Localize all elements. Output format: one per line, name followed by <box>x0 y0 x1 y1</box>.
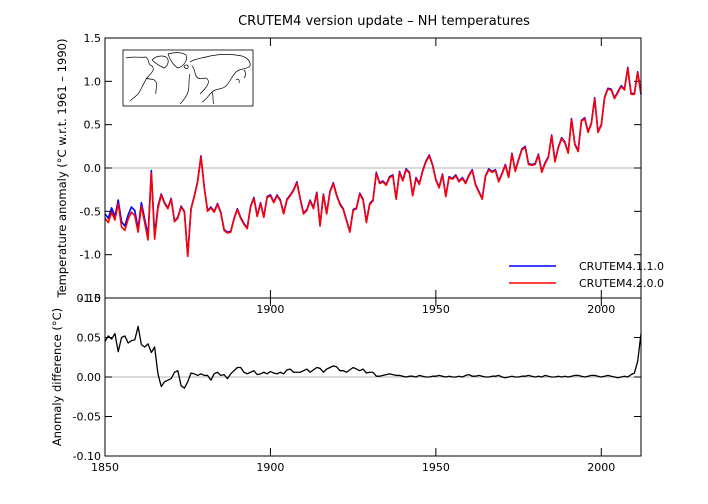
top-y-tick-label: 0.5 <box>84 119 102 132</box>
bottom-panel: 0.100.050.00-0.05-0.10 1850 1900 1950 2000 … <box>50 292 642 474</box>
top-series-group <box>104 66 642 258</box>
bottom-x-tick-label: 1950 <box>422 461 450 474</box>
top-y-tick-label: 1.5 <box>84 32 102 45</box>
top-x-tick-label: 1900 <box>256 303 284 316</box>
legend-label-crutem-4-1-1-0: CRUTEM4.1.1.0 <box>579 260 664 273</box>
map-coastline-greenland <box>167 52 187 69</box>
top-y-tick-label: -0.5 <box>80 205 101 218</box>
bottom-y-tick-label: -0.10 <box>73 450 101 463</box>
bottom-y-ticks: 0.10 0.05 0.00 -0.05 -0.10 <box>73 292 641 463</box>
map-frame <box>122 49 254 107</box>
bottom-y-tick-label: 0.00 <box>77 371 102 384</box>
top-x-tick-label: 1950 <box>422 303 450 316</box>
bottom-series-group <box>104 325 642 389</box>
legend-label-crutem-4-2-0-0: CRUTEM4.2.0.0 <box>579 277 664 290</box>
top-y-tick-label: 0.0 <box>84 162 102 175</box>
bottom-x-tick-label: 2000 <box>587 461 615 474</box>
bottom-y-tick-label: 0.05 <box>77 332 102 345</box>
bottom-y-axis-label: Anomaly difference (°C) <box>50 308 64 446</box>
top-series-line-crutem4-2-0-0 <box>104 67 642 258</box>
top-y-ticks: 1.5 1.0 0.5 0.0 -0.5 -1.0 -1.5 <box>80 32 641 305</box>
top-y-tick-label: -1.0 <box>80 249 101 262</box>
bottom-series-line-0 <box>104 325 642 389</box>
northern-hemisphere-map-inset <box>122 49 254 107</box>
chart-title: CRUTEM4 version update – NH temperatures <box>238 14 530 29</box>
bottom-y-tick-label: -0.05 <box>73 411 101 424</box>
map-coastline-north-america <box>125 55 169 102</box>
bottom-x-tick-label: 1900 <box>256 461 284 474</box>
top-y-tick-label: 1.0 <box>84 75 102 88</box>
bottom-plot-frame <box>104 297 642 457</box>
map-coastline-islands <box>183 64 246 84</box>
top-panel: 1.5 1.0 0.5 0.0 -0.5 -1.0 -1.5 1900 1950 2000 Te… <box>55 32 664 316</box>
top-y-tick-label: -1.5 <box>80 292 101 305</box>
top-y-axis-label: Temperature anomaly (°C w.r.t. 1961 – 19… <box>55 39 69 299</box>
bottom-x-ticks: 1850 1900 1950 2000 <box>91 298 615 474</box>
legend: CRUTEM4.1.1.0 CRUTEM4.2.0.0 <box>509 260 664 290</box>
bottom-y-tick-label: 0.10 <box>77 292 102 305</box>
map-coastline-eurasia <box>179 54 251 105</box>
top-x-ticks: 1900 1950 2000 <box>256 38 615 316</box>
top-x-tick-label: 2000 <box>587 303 615 316</box>
bottom-x-tick-label: 1850 <box>91 461 119 474</box>
